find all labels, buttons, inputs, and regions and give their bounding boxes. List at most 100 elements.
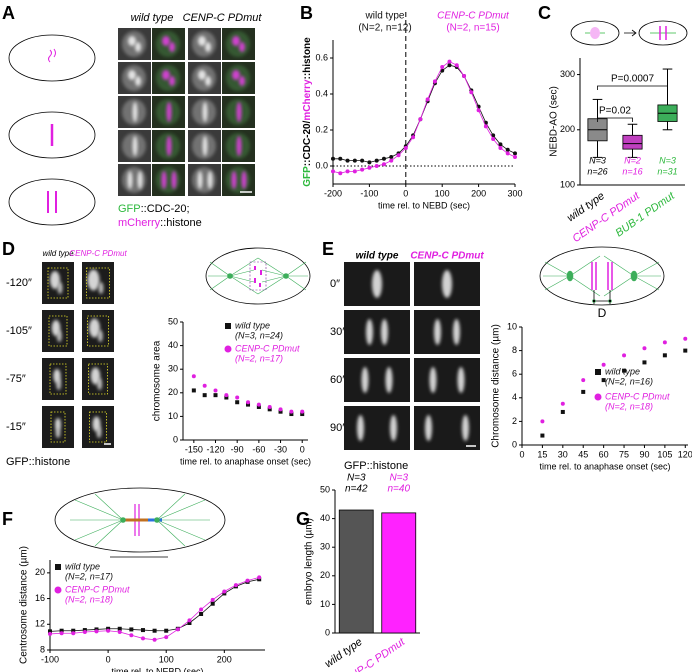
caption-part: ::CDC-20; — [141, 203, 190, 215]
signal — [453, 319, 460, 345]
point — [483, 124, 488, 129]
micrograph — [414, 310, 480, 354]
panel-letter: G — [296, 509, 310, 529]
point — [202, 383, 207, 388]
x-tick-label: -120 — [207, 444, 225, 454]
signal — [429, 367, 437, 393]
point — [513, 155, 517, 159]
point — [662, 340, 667, 345]
legend-label: CENP-C PDmut — [235, 343, 300, 353]
point — [581, 378, 586, 383]
y-tick-label: 0.2 — [315, 124, 328, 134]
y-tick-label: 40 — [168, 340, 178, 350]
point — [71, 631, 76, 636]
x-axis-label: time rel. to NEBD (sec) — [111, 666, 203, 672]
y-axis-label: NEBD-AO (sec) — [549, 86, 560, 157]
y-axis-label: Chromosome distance (µm) — [491, 324, 502, 448]
n-label: n=40 — [387, 484, 410, 495]
point — [662, 353, 667, 358]
bar — [381, 512, 417, 634]
roi — [49, 363, 67, 395]
x-tick-label: 0 — [106, 654, 111, 664]
signal — [239, 76, 245, 86]
point — [374, 158, 379, 163]
x-tick-label: 0 — [403, 188, 408, 198]
caption: GFP::histone — [6, 456, 70, 468]
signal — [87, 269, 100, 291]
point — [246, 400, 251, 405]
point — [447, 59, 452, 64]
point — [540, 433, 545, 438]
y-tick-label: 12 — [35, 619, 45, 629]
x-tick-label: 100 — [435, 188, 450, 198]
legend-counts: (N=2, n=17) — [65, 571, 113, 581]
x-tick-label: 30 — [558, 449, 568, 459]
point — [256, 402, 261, 407]
point — [389, 155, 394, 159]
x-tick-label: -150 — [185, 444, 203, 454]
point — [560, 409, 565, 414]
micrograph — [344, 358, 410, 402]
point — [224, 395, 229, 400]
point — [222, 589, 227, 594]
micrograph — [414, 406, 480, 450]
signal — [97, 378, 103, 390]
point — [505, 147, 510, 152]
signal — [127, 171, 133, 189]
point — [106, 628, 111, 633]
e-spindle — [539, 246, 665, 306]
legend-marker — [595, 369, 601, 375]
panel-letter: D — [2, 239, 15, 259]
signal — [56, 330, 62, 342]
point — [411, 135, 416, 140]
point — [267, 404, 272, 409]
x-axis-label: time rel. to NEBD (sec) — [378, 200, 470, 210]
signal — [202, 102, 208, 122]
y-axis-label-part: GFP — [302, 166, 313, 187]
caption-part: GFP — [118, 203, 141, 215]
roi — [48, 315, 68, 347]
box — [622, 134, 643, 150]
roi — [88, 363, 108, 395]
y-tick-label: 20 — [320, 570, 330, 580]
point — [418, 117, 423, 122]
micrograph — [344, 310, 410, 354]
x-tick-label: 200 — [217, 654, 232, 664]
legend-counts: (N=2, n=18) — [605, 401, 653, 411]
point — [396, 153, 401, 158]
point — [540, 419, 545, 424]
n-label: N=3 — [389, 473, 408, 484]
time-label: 90″ — [330, 422, 346, 434]
point — [129, 627, 134, 632]
point — [352, 169, 357, 174]
point — [454, 63, 459, 68]
signal — [239, 42, 245, 52]
series-line — [333, 64, 516, 163]
x-tick-label: -100 — [360, 188, 378, 198]
point — [498, 146, 503, 150]
caption: GFP::histone — [344, 460, 408, 472]
time-label: 60″ — [330, 374, 346, 386]
roi — [86, 267, 110, 299]
point — [191, 374, 196, 379]
x-tick-label: -30 — [274, 444, 287, 454]
point — [59, 628, 64, 633]
point — [581, 389, 586, 394]
y-tick-label: 8 — [40, 644, 45, 654]
point — [352, 158, 357, 163]
n-label: n=26 — [587, 166, 607, 176]
point — [235, 400, 240, 405]
y-tick-label: 6 — [512, 369, 517, 379]
point — [513, 151, 517, 156]
legend-counts: (N=2, n=15) — [446, 23, 499, 34]
point — [367, 160, 372, 165]
signal — [98, 282, 104, 294]
point — [642, 360, 647, 365]
point — [601, 378, 606, 383]
signal — [162, 70, 170, 80]
signal — [50, 271, 60, 289]
y-tick-label: 30 — [320, 542, 330, 552]
y-tick-label: 4 — [512, 392, 517, 402]
signal — [169, 42, 175, 52]
diagram-label: D — [598, 306, 607, 320]
